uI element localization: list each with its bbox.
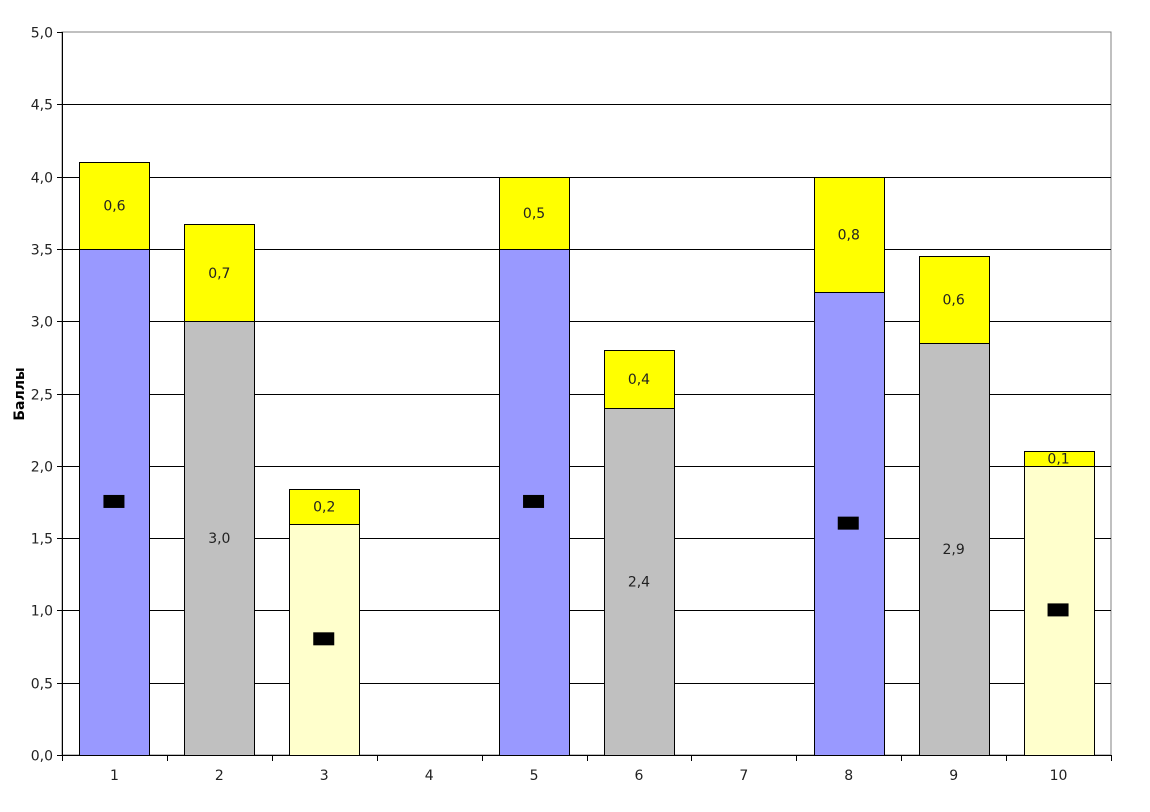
data-marker	[103, 494, 125, 508]
data-label: 0,5	[523, 206, 545, 222]
bar-segment	[814, 177, 885, 293]
bar-segment	[499, 177, 570, 250]
data-marker	[837, 516, 859, 530]
data-marker	[1047, 603, 1069, 617]
y-tick-label: 2,0	[31, 460, 53, 476]
x-tick-label: 5	[530, 768, 539, 784]
x-tick-label: 1	[110, 768, 119, 784]
y-tick-label: 4,5	[31, 98, 53, 114]
data-label: 0,8	[838, 227, 860, 243]
data-label: 0,2	[313, 499, 335, 515]
bar-segment	[184, 224, 255, 322]
y-tick-label: 3,0	[31, 315, 53, 331]
data-label: 0,7	[208, 266, 230, 282]
x-tick-label: 8	[844, 768, 853, 784]
data-label: 3,0	[208, 531, 230, 547]
x-tick-label: 6	[634, 768, 643, 784]
bar-segment	[919, 256, 990, 344]
bar-segment	[919, 343, 990, 756]
bar-segment	[1024, 451, 1095, 467]
x-tick-label: 3	[320, 768, 329, 784]
data-marker	[523, 494, 545, 508]
y-tick-label: 1,5	[31, 532, 53, 548]
x-tick-label: 10	[1050, 768, 1068, 784]
x-tick-label: 9	[949, 768, 958, 784]
data-label: 2,9	[943, 542, 965, 558]
bar-segment	[604, 350, 675, 409]
data-label: 0,6	[103, 199, 125, 215]
data-label: 0,1	[1047, 452, 1069, 468]
y-tick-label: 4,0	[31, 171, 53, 187]
y-tick-label: 1,0	[31, 604, 53, 620]
data-label: 0,4	[628, 372, 650, 388]
x-tick-label: 4	[425, 768, 434, 784]
y-tick-label: 5,0	[31, 26, 53, 42]
y-axis-title: Баллы	[12, 367, 28, 420]
y-tick-label: 2,5	[31, 388, 53, 404]
bar-segment	[604, 408, 675, 756]
y-tick-label: 0,5	[31, 677, 53, 693]
data-marker	[313, 632, 335, 646]
x-tick-label: 2	[215, 768, 224, 784]
bar-segment	[79, 162, 150, 250]
y-tick-label: 3,5	[31, 243, 53, 259]
data-label: 0,6	[943, 293, 965, 309]
bar-segment	[289, 489, 360, 525]
y-tick-label: 0,0	[31, 749, 53, 765]
x-tick-label: 7	[739, 768, 748, 784]
data-label: 2,4	[628, 574, 650, 590]
